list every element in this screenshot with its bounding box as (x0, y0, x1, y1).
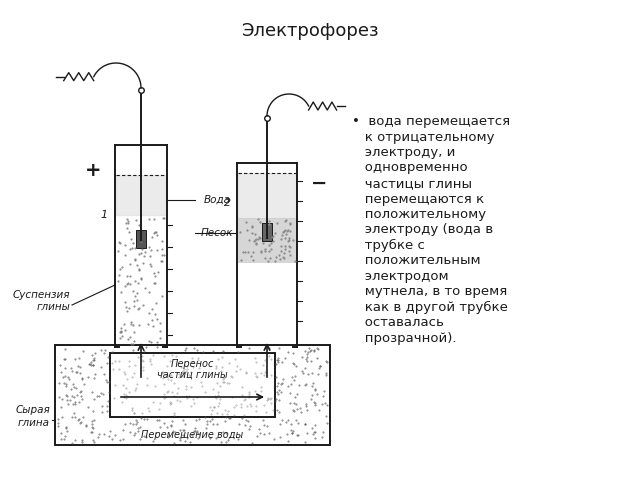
Bar (136, 230, 146, 248)
Text: мутнела, в то время: мутнела, в то время (352, 286, 508, 299)
Text: положительным: положительным (352, 254, 481, 267)
Bar (262, 223, 272, 241)
Text: перемещаются к: перемещаются к (352, 192, 484, 205)
Text: одновременно: одновременно (352, 161, 468, 175)
Text: трубке с: трубке с (352, 239, 425, 252)
Text: глины: глины (36, 302, 70, 312)
Text: 1: 1 (101, 210, 108, 220)
Text: положительному: положительному (352, 208, 486, 221)
Text: электродом: электродом (352, 270, 449, 283)
Text: Вода: Вода (204, 195, 230, 205)
Text: 2: 2 (224, 198, 231, 208)
Text: −: − (311, 173, 327, 192)
Text: оставалась: оставалась (352, 316, 444, 329)
Text: прозрачной).: прозрачной). (352, 332, 456, 345)
Text: Перенос: Перенос (170, 359, 214, 369)
Text: Песок: Песок (201, 228, 233, 238)
Text: Перемещение воды: Перемещение воды (141, 430, 243, 440)
Text: Электрофорез: Электрофорез (241, 22, 379, 40)
Bar (110, 353, 275, 417)
Bar (55, 345, 330, 445)
Text: как в другой трубке: как в другой трубке (352, 301, 508, 314)
Text: +: + (84, 160, 101, 180)
Text: частицы глины: частицы глины (352, 177, 472, 190)
Text: электроду (вода в: электроду (вода в (352, 224, 493, 237)
Text: Суспензия: Суспензия (13, 290, 70, 300)
Text: •  вода перемещается: • вода перемещается (352, 115, 510, 128)
Text: частиц глины: частиц глины (157, 370, 227, 380)
Text: электроду, и: электроду, и (352, 146, 456, 159)
Bar (238, 218, 296, 263)
Text: к отрицательному: к отрицательному (352, 131, 495, 144)
Text: Сырая: Сырая (15, 405, 50, 415)
Text: глина: глина (18, 418, 50, 428)
